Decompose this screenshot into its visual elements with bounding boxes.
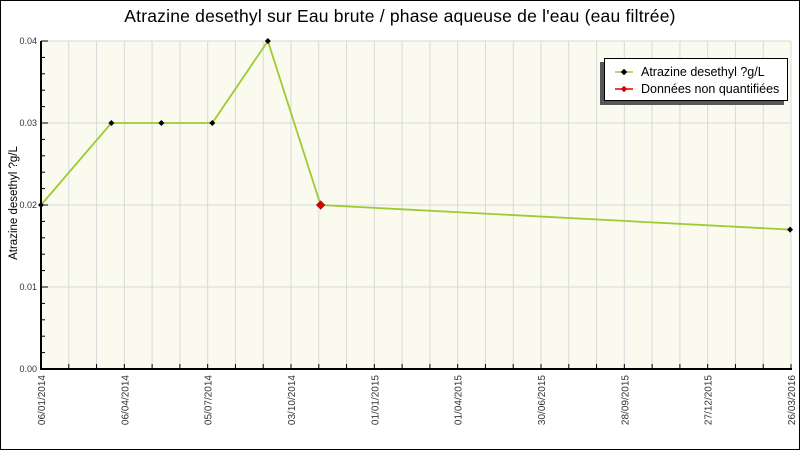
y-axis-title: Atrazine desethyl ?g/L [8,146,20,260]
y-tick-label: 0.03 [19,118,37,128]
legend-row-nonquantified: Données non quantifiées [614,80,787,97]
x-tick-label: 01/01/2015 [370,375,381,425]
x-tick-label: 06/04/2014 [120,375,131,425]
legend-box: Atrazine desethyl ?g/L Données non quant… [604,58,788,101]
x-tick-label: 03/10/2014 [287,375,298,425]
x-tick-label: 26/03/2016 [787,375,798,425]
data-point-marker [38,202,44,208]
x-tick-label: 06/01/2014 [37,375,48,425]
x-tick-label: 28/09/2015 [620,375,631,425]
x-tick-label: 01/04/2015 [454,375,465,425]
x-tick-label: 27/12/2015 [704,375,715,425]
y-tick-label: 0.01 [19,282,37,292]
non-quantified-marker [316,200,326,210]
data-point-marker [264,38,271,44]
legend-series-marker-icon [614,67,634,77]
data-point-marker [787,226,794,233]
x-tick-label: 30/06/2015 [537,375,548,425]
y-tick-label: 0.00 [19,364,37,374]
data-point-marker [158,120,165,126]
legend-nonquantified-marker-icon [614,84,634,94]
legend-row-series: Atrazine desethyl ?g/L [614,63,787,80]
y-tick-label: 0.04 [19,36,37,46]
data-point-marker [209,120,216,126]
y-tick-label: 0.02 [19,200,37,210]
x-tick-label: 05/07/2014 [204,375,215,425]
legend-series-label: Atrazine desethyl ?g/L [641,64,765,79]
chart-title: Atrazine desethyl sur Eau brute / phase … [124,6,676,26]
legend-nonquantified-label: Données non quantifiées [641,81,780,96]
data-point-marker [108,120,115,126]
